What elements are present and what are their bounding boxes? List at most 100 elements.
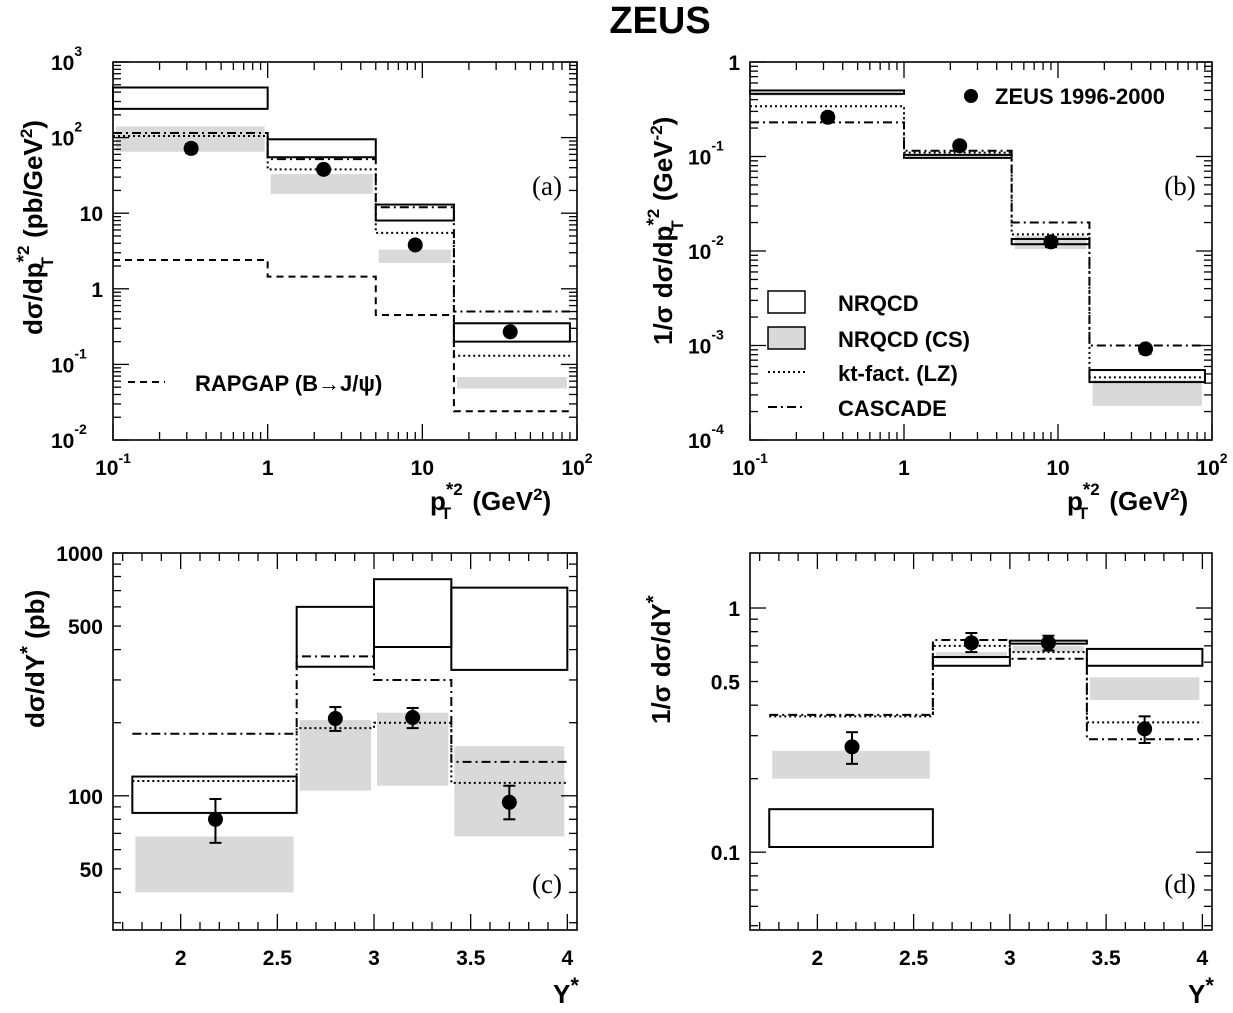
x-tick-label: 10-1: [732, 450, 768, 480]
cascade-line: [113, 132, 570, 313]
x-tick-label: 3: [1004, 947, 1016, 970]
y-tick-label: 10: [80, 203, 103, 226]
a-ylabel: dσ/dp*2T (pb/GeV2): [14, 120, 57, 335]
legend-main: ZEUS 1996-2000 NRQCD NRQCD (CS) kt-fact.…: [767, 84, 1165, 421]
y-tick-label: 10-3: [688, 327, 724, 359]
y-tick-label: 1: [728, 52, 740, 75]
rapgap-line: [113, 259, 570, 413]
legend-rapgap: RAPGAP (B→J/ψ): [128, 371, 382, 396]
data-point: [1137, 721, 1153, 737]
legend-data-label: ZEUS 1996-2000: [995, 84, 1165, 109]
y-tick-label: 1: [728, 598, 740, 621]
x-tick-label: 4: [1197, 947, 1209, 970]
data-point: [1138, 341, 1154, 357]
cascade-line: [769, 638, 1203, 741]
y-tick-label: 10-1: [688, 138, 724, 170]
y-tick-exponent: -1: [711, 138, 724, 154]
nrqcd-cs-band: [456, 377, 567, 389]
nrqcd-box: [931, 656, 1011, 667]
nrqcd-cs-band: [1089, 677, 1200, 700]
y-tick-label: 10-4: [688, 421, 724, 453]
nrqcd-box: [903, 153, 1013, 159]
panel-a: 10-1 1 10 102 10-2 10-1 1 10 102 103 (a): [51, 43, 593, 480]
plot-frame: [112, 61, 578, 441]
data-point: [1043, 234, 1059, 250]
y-tick-label: 50: [80, 859, 103, 882]
data-point: [844, 739, 860, 755]
nrqcd-cs-band: [135, 836, 294, 893]
y-tick-exponent: 3: [74, 43, 82, 59]
x-tick-label: 2: [175, 947, 187, 970]
legend-ktfact-label: kt-fact. (LZ): [838, 361, 958, 386]
legend-rapgap-label: RAPGAP (B→J/ψ): [195, 371, 382, 396]
x-tick-exponent: -1: [755, 450, 768, 466]
y-tick-label: 103: [51, 43, 82, 75]
y-tick-label: 10-2: [688, 232, 724, 264]
nrqcd-cs-band: [378, 249, 451, 263]
nrqcd-cs-band: [270, 174, 373, 194]
figure-title: ZEUS: [609, 0, 710, 42]
y-tick-label: 0.5: [711, 672, 741, 695]
legend-nrqcd-box: [767, 290, 806, 314]
y-tick-label: 102: [51, 119, 82, 151]
y-tick-exponent: -2: [74, 421, 87, 437]
d-ylabel: 1/σ dσ/dY*: [643, 595, 676, 724]
panel-b: 10-1 1 10 102 10-4 10-3 10-2 10-1 1 (b): [688, 52, 1228, 480]
y-tick-exponent: -3: [711, 327, 724, 343]
y-tick-label: 500: [68, 616, 103, 639]
y-tick-label: 10-2: [51, 421, 87, 453]
x-tick-label: 4: [561, 947, 573, 970]
panel-label: (a): [532, 171, 562, 201]
nrqcd-box: [266, 138, 377, 159]
panel-label: (c): [532, 869, 562, 899]
data-point: [207, 811, 223, 827]
a-xlabel: p*2 T (GeV2): [430, 480, 551, 523]
x-tick-label: 3: [368, 947, 380, 970]
data-point: [952, 138, 968, 154]
legend-cascade-label: CASCADE: [838, 396, 947, 421]
x-tick-label: 10: [411, 457, 434, 480]
d-xlabel: Y*: [1188, 973, 1214, 1009]
x-tick-label: 10-1: [95, 450, 131, 480]
b-xlabel: p*2 T (GeV2): [1067, 480, 1188, 523]
data-point: [327, 711, 343, 727]
panel-c: 2 2.5 3 3.5 4 50 100 500 1000 (c): [56, 543, 578, 970]
nrqcd-box: [1088, 369, 1206, 384]
data-point: [1040, 635, 1056, 651]
cascade-line: [750, 121, 1205, 347]
ktfact-line: [750, 105, 1205, 379]
nrqcd-box: [374, 203, 455, 222]
nrqcd-cs-band: [1092, 380, 1202, 406]
x-tick-exponent: -1: [118, 450, 131, 466]
data-point: [820, 109, 836, 125]
cascade-line: [132, 655, 568, 763]
data-point: [407, 237, 423, 253]
nrqcd-box: [1085, 647, 1204, 667]
plot-frame: [749, 552, 1213, 931]
y-tick-exponent: -4: [711, 421, 724, 437]
x-tick-label: 102: [1196, 450, 1227, 480]
y-tick-exponent: 2: [74, 119, 82, 135]
data-point: [501, 794, 517, 810]
x-tick-exponent: 2: [585, 450, 593, 466]
panel-label: (d): [1164, 869, 1195, 899]
x-tick-label: 3.5: [1092, 947, 1122, 970]
nrqcd-box: [768, 808, 934, 848]
x-tick-label: 1: [262, 457, 274, 480]
legend-nrqcd-label: NRQCD: [838, 291, 919, 316]
data-point: [963, 635, 979, 651]
x-tick-label: 2: [812, 947, 824, 970]
b-ylabel: 1/σ dσ/dp*2T (GeV-2): [644, 117, 687, 345]
nrqcd-box: [452, 322, 571, 343]
nrqcd-box: [112, 86, 269, 110]
y-tick-label: 0.1: [711, 842, 741, 865]
x-tick-exponent: 2: [1220, 450, 1228, 466]
data-point: [183, 140, 199, 156]
legend-nrqcd-cs-box: [767, 326, 806, 350]
data-point: [405, 710, 421, 726]
x-tick-label: 102: [561, 450, 592, 480]
y-tick-label: 10-1: [51, 345, 87, 377]
x-tick-label: 2.5: [263, 947, 293, 970]
data-point: [502, 324, 518, 340]
